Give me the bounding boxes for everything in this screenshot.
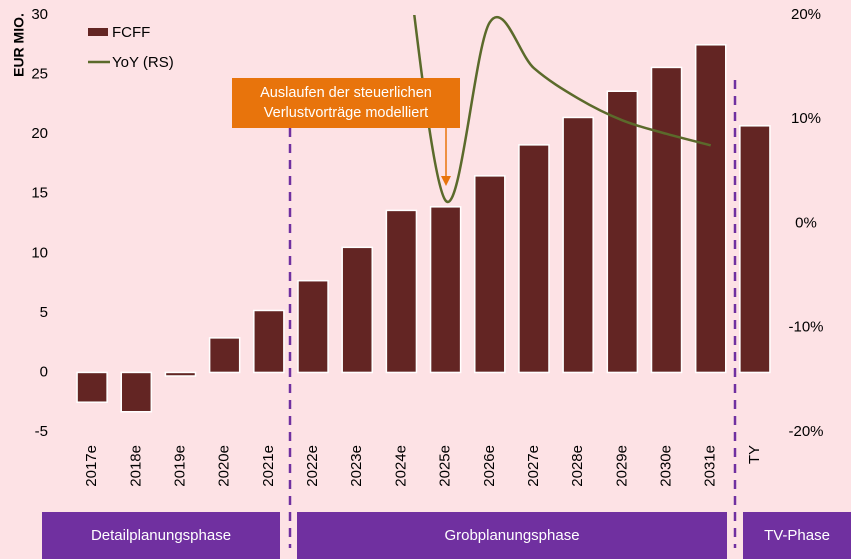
x-tick-label: 2030e (658, 445, 675, 487)
y2-tick-label: 20% (791, 6, 821, 23)
phase-box (743, 512, 851, 559)
bar (341, 246, 373, 374)
phase-label: TV-Phase (764, 527, 830, 544)
bar (385, 209, 418, 374)
bar (164, 371, 197, 377)
x-tick-label: 2023e (348, 445, 365, 487)
bar (650, 66, 683, 374)
x-tick-label: 2025e (437, 445, 454, 487)
y-axis-title: EUR MIO. (11, 13, 27, 77)
bar (208, 337, 241, 374)
legend-label: YoY (RS) (112, 54, 174, 71)
y2-tick-label: -20% (788, 423, 823, 440)
y-tick-label: 0 (40, 363, 48, 380)
bar (474, 175, 506, 374)
bar (739, 125, 771, 374)
legend-label: FCFF (112, 24, 150, 41)
y-tick-label: 5 (40, 304, 48, 321)
annotation-text: Verlustvorträge modelliert (264, 105, 428, 121)
x-tick-label: TY (746, 445, 763, 464)
phase-label: Grobplanungsphase (444, 527, 579, 544)
x-tick-label: 2022e (304, 445, 321, 487)
phase-box (297, 512, 727, 559)
x-tick-label: 2019e (171, 445, 188, 487)
x-tick-label: 2028e (569, 445, 586, 487)
x-tick-label: 2029e (613, 445, 630, 487)
y2-tick-label: 10% (791, 110, 821, 127)
y2-tick-label: -10% (788, 319, 823, 336)
x-tick-label: 2026e (481, 445, 498, 487)
x-tick-label: 2031e (702, 445, 719, 487)
x-tick-label: 2018e (127, 445, 144, 487)
bar (518, 144, 550, 374)
x-tick-label: 2027e (525, 445, 542, 487)
bar (253, 309, 285, 374)
bar (76, 371, 108, 403)
bar (297, 279, 329, 374)
annotation-box (232, 78, 460, 128)
y-tick-label: 30 (31, 6, 48, 23)
y-tick-label: 15 (31, 185, 48, 202)
y-tick-label: 20 (31, 125, 48, 142)
x-tick-label: 2021e (260, 445, 277, 487)
annotation-arrowhead (441, 176, 451, 186)
legend-swatch (88, 28, 108, 36)
x-tick-label: 2020e (216, 445, 233, 487)
x-tick-label: 2017e (83, 445, 100, 487)
y-tick-label: -5 (35, 423, 48, 440)
bar (606, 90, 639, 374)
line-clip (413, 15, 712, 204)
bar (694, 44, 727, 374)
bar (562, 116, 594, 374)
y-tick-label: 10 (31, 244, 48, 261)
bar (429, 206, 462, 374)
phase-label: Detailplanungsphase (91, 527, 231, 544)
y2-tick-label: 0% (795, 214, 817, 231)
y-tick-label: 25 (31, 66, 48, 83)
bar (120, 371, 153, 413)
phase-box (42, 512, 280, 559)
x-tick-label: 2024e (392, 445, 409, 487)
yoy-line (413, 15, 712, 204)
annotation-text: Auslaufen der steuerlichen (260, 85, 432, 101)
